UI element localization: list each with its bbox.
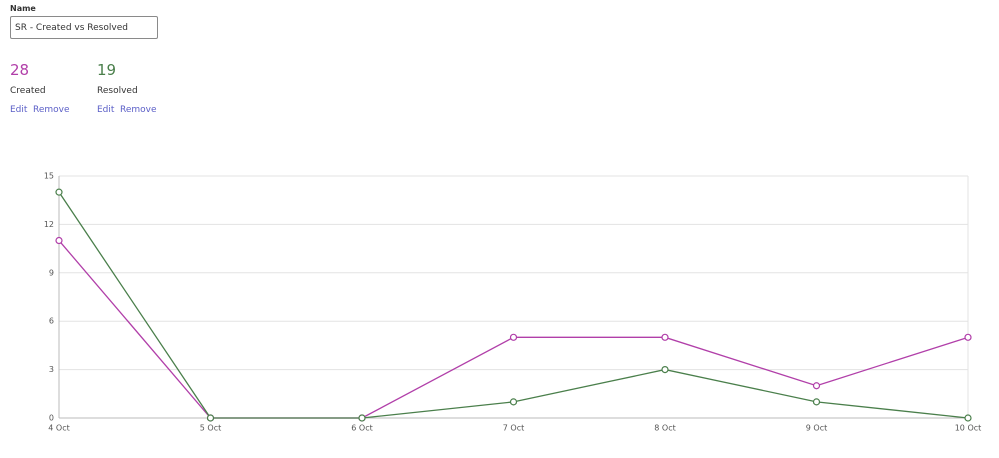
x-tick-label: 9 Oct (806, 424, 827, 433)
data-point (812, 382, 821, 390)
data-point (964, 333, 972, 341)
series-line (58, 191, 969, 419)
metric-label: Resolved (97, 86, 138, 96)
name-input[interactable]: SR - Created vs Resolved (10, 16, 158, 39)
data-point (964, 414, 972, 422)
y-tick-label: 9 (49, 268, 54, 277)
data-point (206, 414, 215, 422)
data-point (55, 236, 63, 245)
x-tick-label: 5 Oct (200, 424, 221, 433)
edit-link[interactable]: Edit (10, 105, 28, 115)
x-tick-label: 8 Oct (654, 424, 675, 433)
y-tick-label: 6 (49, 317, 54, 326)
data-point (55, 188, 63, 196)
y-tick-label: 15 (44, 172, 54, 181)
x-tick-label: 10 Oct (955, 424, 982, 433)
data-point (661, 333, 669, 341)
metric-count: 19 (97, 61, 117, 79)
data-point (661, 366, 669, 374)
data-point (812, 398, 821, 406)
y-tick-label: 0 (49, 414, 54, 423)
y-tick-label: 12 (44, 220, 54, 229)
metric-label: Created (10, 86, 46, 96)
data-point (509, 398, 518, 406)
y-tick-label: 3 (49, 365, 54, 374)
x-tick-label: 7 Oct (503, 424, 524, 433)
x-tick-label: 4 Oct (48, 424, 69, 433)
metric-count: 28 (10, 61, 30, 79)
data-point (358, 414, 366, 422)
series-line (58, 240, 969, 419)
chart: 0 3 6 9 12 15 4 Oct 5 Oct 6 Oct 7 Oct 8 Oct 9 Oct 10… (44, 172, 982, 433)
x-tick-label: 6 Oct (351, 424, 372, 433)
edit-link[interactable]: Edit (97, 105, 115, 115)
remove-link[interactable]: Remove (33, 105, 70, 115)
data-point (509, 333, 518, 341)
remove-link[interactable]: Remove (120, 105, 157, 115)
field-label: Name (10, 4, 36, 13)
